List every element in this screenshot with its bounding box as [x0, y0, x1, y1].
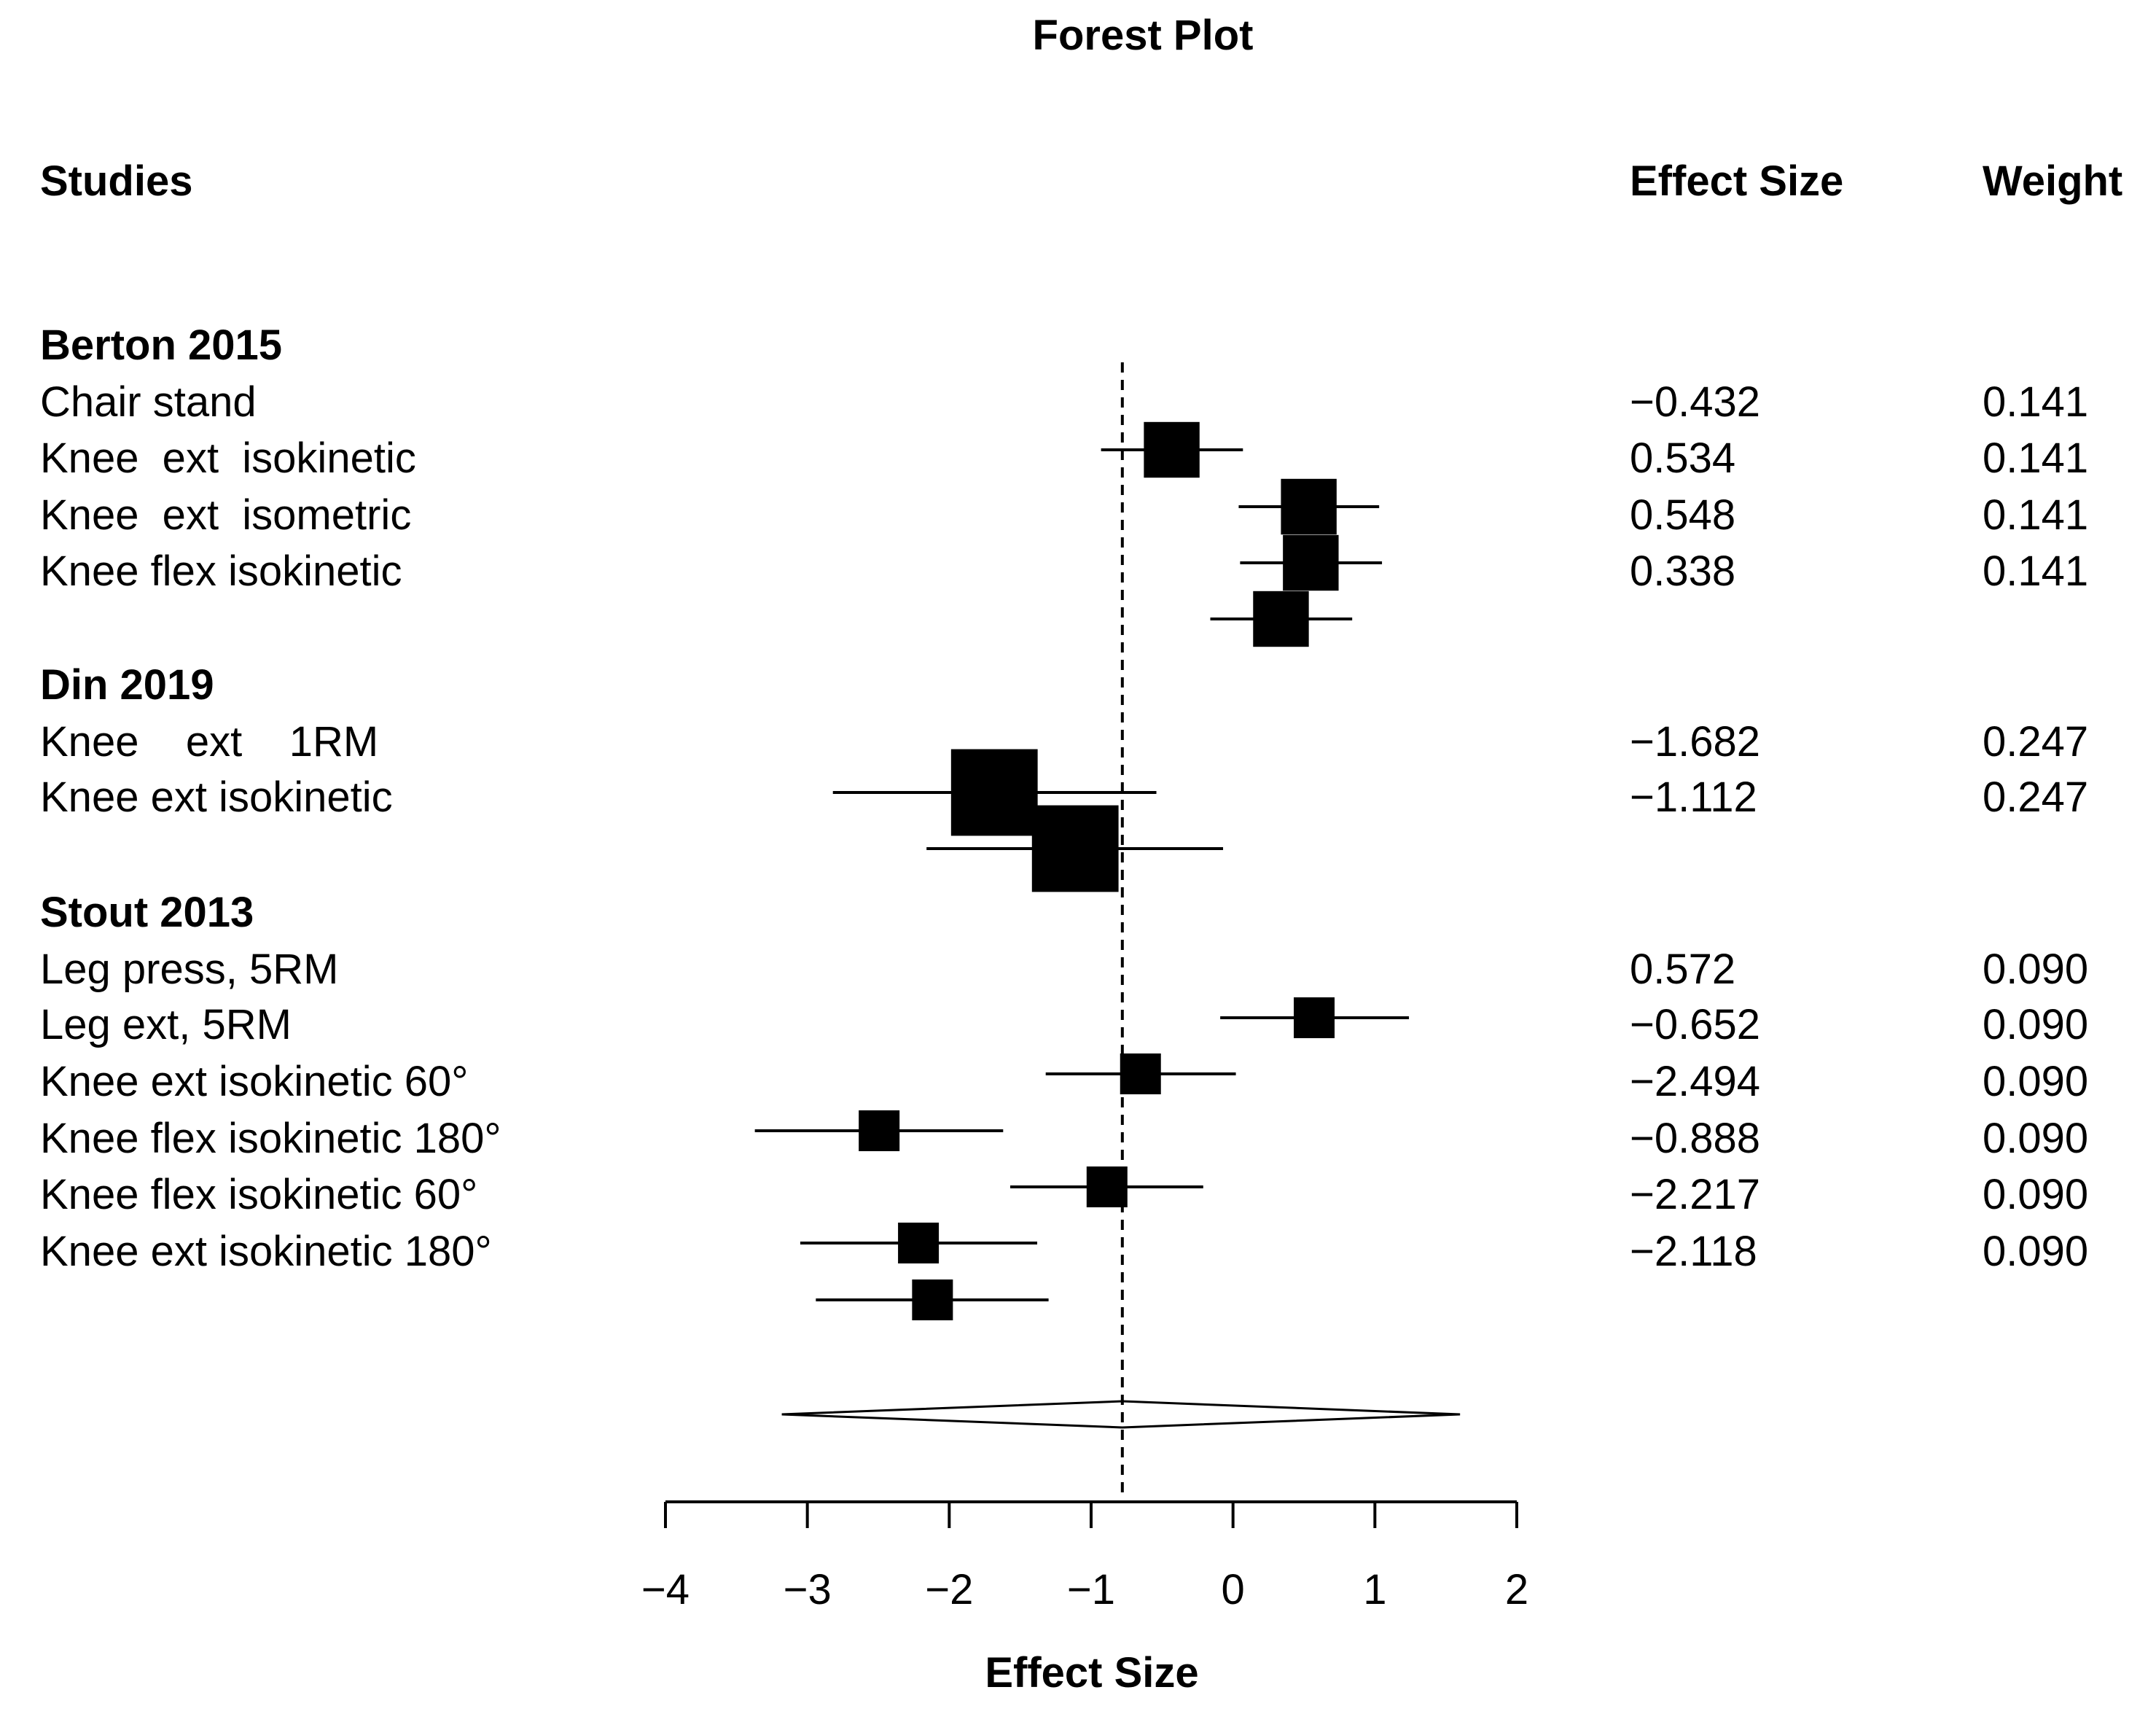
weight-value: 0.090 — [1983, 1228, 2088, 1275]
study-label: Knee ext isometric — [40, 491, 411, 539]
header-effect-size: Effect Size — [1630, 157, 1843, 205]
weight-value: 0.141 — [1983, 435, 2088, 482]
x-tick-label: 0 — [1222, 1566, 1245, 1613]
effect-square — [898, 1223, 940, 1263]
x-axis: −4 −3 −2 −1 0 1 2 — [641, 1500, 1528, 1613]
effect-size-value: −0.432 — [1630, 378, 1760, 426]
study-label: Knee ext isokinetic 180° — [40, 1228, 492, 1275]
study-label: Knee ext isokinetic — [40, 435, 416, 482]
weight-value: 0.141 — [1983, 491, 2088, 539]
x-tick-label: 1 — [1363, 1566, 1386, 1613]
effect-square — [950, 749, 1038, 836]
effect-square — [859, 1110, 900, 1151]
effect-size-value: −2.217 — [1630, 1171, 1760, 1218]
weight-value: 0.090 — [1983, 1001, 2088, 1048]
header-studies: Studies — [40, 157, 193, 205]
weight-value: 0.090 — [1983, 1171, 2088, 1218]
effect-square — [1144, 421, 1200, 478]
study-label: Leg press, 5RM — [40, 946, 338, 993]
x-tick-label: −4 — [641, 1566, 690, 1613]
effect-square — [1120, 1053, 1161, 1094]
x-tick-label: 2 — [1505, 1566, 1528, 1613]
weight-value: 0.247 — [1983, 774, 2088, 821]
effect-square — [1281, 478, 1337, 535]
effect-size-value: 0.548 — [1630, 491, 1735, 539]
effect-square — [1253, 591, 1309, 647]
x-tick-label: −2 — [925, 1566, 973, 1613]
plot-marks — [754, 362, 1461, 1499]
weight-value: 0.090 — [1983, 946, 2088, 993]
effect-square — [1086, 1166, 1128, 1207]
x-tick-label: −1 — [1067, 1566, 1115, 1613]
chart-title: Forest Plot — [1033, 12, 1254, 59]
study-label: Knee ext isokinetic — [40, 774, 393, 821]
effect-size-value: −0.652 — [1630, 1001, 1760, 1048]
weight-value: 0.090 — [1983, 1115, 2088, 1162]
weight-value: 0.247 — [1983, 718, 2088, 766]
effect-size-value: 0.572 — [1630, 946, 1735, 993]
study-label: Chair stand — [40, 378, 257, 426]
x-axis-label: Effect Size — [985, 1649, 1198, 1697]
effect-size-value: −2.118 — [1630, 1228, 1757, 1275]
study-label: Knee ext isokinetic 60° — [40, 1058, 468, 1105]
study-label: Knee flex isokinetic — [40, 548, 402, 595]
effect-size-value: −1.682 — [1630, 718, 1760, 766]
effect-size-value: −2.494 — [1630, 1058, 1760, 1105]
study-label: Knee flex isokinetic 180° — [40, 1115, 501, 1162]
study-label: Knee ext 1RM — [40, 718, 378, 766]
effect-square — [912, 1279, 953, 1320]
effect-size-value: 0.534 — [1630, 435, 1735, 482]
effect-size-value: −1.112 — [1630, 774, 1757, 821]
weight-value: 0.141 — [1983, 548, 2088, 595]
weight-value: 0.141 — [1983, 378, 2088, 426]
header-weight: Weight — [1983, 157, 2122, 205]
group-header-0: Berton 2015 — [40, 322, 282, 369]
weight-value: 0.090 — [1983, 1058, 2088, 1105]
study-rows: Berton 2015 Chair stand −0.432 0.141 Knee ex… — [40, 322, 2088, 1275]
effect-square — [1283, 534, 1339, 591]
effect-square — [1031, 805, 1119, 892]
x-tick-label: −3 — [784, 1566, 832, 1613]
effect-size-value: 0.338 — [1630, 548, 1735, 595]
effect-square — [1294, 997, 1335, 1038]
group-header-1: Din 2019 — [40, 661, 214, 709]
effect-size-value: −0.888 — [1630, 1115, 1760, 1162]
study-label: Knee flex isokinetic 60° — [40, 1171, 477, 1218]
group-header-2: Stout 2013 — [40, 889, 254, 936]
study-label: Leg ext, 5RM — [40, 1001, 292, 1048]
